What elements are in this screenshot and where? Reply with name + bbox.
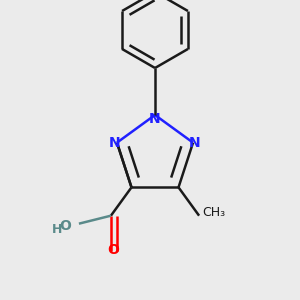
Text: N: N <box>109 136 121 150</box>
Text: CH₃: CH₃ <box>202 206 225 219</box>
Text: N: N <box>189 136 201 150</box>
Text: O: O <box>107 243 119 257</box>
Text: O: O <box>59 219 71 233</box>
Text: H: H <box>52 223 62 236</box>
Text: N: N <box>149 112 161 126</box>
